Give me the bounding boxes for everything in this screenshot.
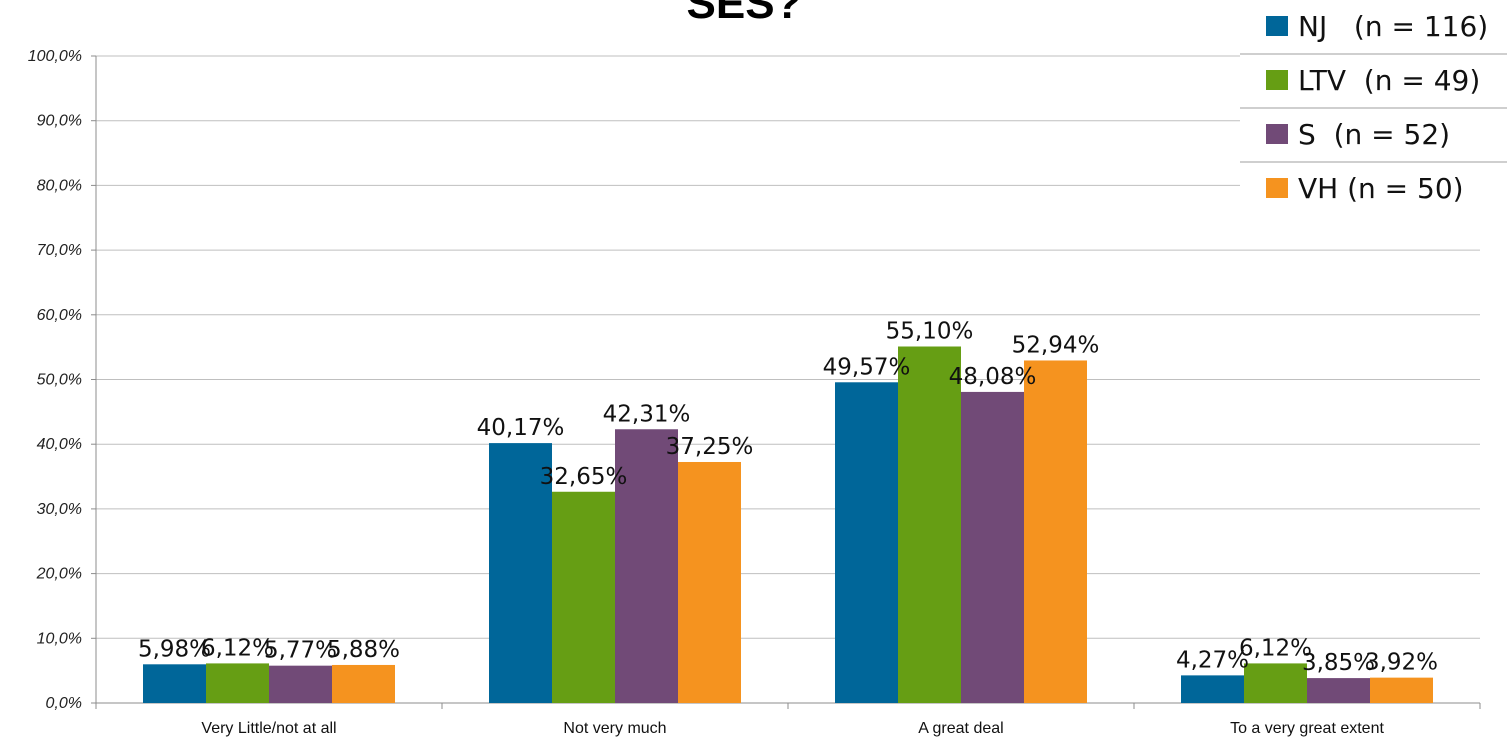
- x-tick-label: A great deal: [918, 720, 1003, 737]
- axes: 0,0% 10,0% 20,0% 30,0% 40,0% 50,0% 60,0% 70,0% 8…: [28, 48, 1481, 737]
- y-tick-label: 0,0%: [46, 695, 82, 712]
- data-label: 52,94%: [1012, 332, 1100, 358]
- y-tick-label: 20,0%: [36, 566, 82, 583]
- x-tick-label: To a very great extent: [1230, 720, 1384, 737]
- data-label: 49,57%: [823, 354, 911, 380]
- y-tick-label: 40,0%: [37, 436, 82, 453]
- bar: [898, 346, 961, 703]
- legend-swatch: [1266, 178, 1288, 198]
- legend: NJ (n = 116) LTV (n = 49) S (n = 52) VH (n …: [1240, 0, 1507, 236]
- data-label: 6,12%: [201, 635, 274, 661]
- data-label: 40,17%: [477, 415, 565, 441]
- data-label: 48,08%: [949, 364, 1037, 390]
- bar: [835, 382, 898, 703]
- legend-swatch: [1266, 70, 1288, 90]
- y-tick-label: 90,0%: [37, 113, 82, 130]
- legend-label: NJ (n = 116): [1298, 10, 1488, 43]
- data-label: 6,12%: [1239, 635, 1312, 661]
- legend-label: S (n = 52): [1298, 118, 1450, 151]
- data-labels: 5,98%40,17%49,57%4,27%6,12%32,65%55,10%6…: [138, 319, 1438, 677]
- data-label: 4,27%: [1176, 647, 1249, 673]
- bar: [1024, 360, 1087, 703]
- bar: [269, 665, 332, 703]
- data-label: 5,88%: [327, 637, 400, 663]
- bar: [615, 429, 678, 703]
- y-tick-label: 10,0%: [37, 630, 82, 647]
- y-tick-label: 80,0%: [37, 177, 82, 194]
- data-label: 32,65%: [540, 464, 628, 490]
- legend-swatch: [1266, 124, 1288, 144]
- data-label: 5,77%: [264, 638, 337, 664]
- legend-label: LTV (n = 49): [1298, 64, 1480, 97]
- bar: [332, 664, 395, 703]
- data-label: 42,31%: [603, 401, 691, 427]
- data-label: 37,25%: [666, 434, 754, 460]
- bar: [1307, 678, 1370, 703]
- legend-label: VH (n = 50): [1298, 172, 1464, 205]
- data-label: 3,85%: [1302, 650, 1375, 676]
- chart-title: SES?: [687, 0, 802, 28]
- y-tick-label: 50,0%: [37, 372, 82, 389]
- bars: [143, 346, 1433, 703]
- y-tick-label: 70,0%: [37, 242, 82, 259]
- y-tick-label: 100,0%: [28, 48, 82, 65]
- bar: [206, 663, 269, 703]
- bar: [552, 491, 615, 703]
- y-tick-label: 30,0%: [37, 501, 82, 518]
- y-tick-label: 60,0%: [37, 307, 82, 324]
- bar: [143, 664, 206, 703]
- data-label: 55,10%: [886, 319, 974, 345]
- data-label: 5,98%: [138, 636, 211, 662]
- data-label: 3,92%: [1365, 650, 1438, 676]
- bar: [1370, 677, 1433, 703]
- bar: [1181, 675, 1244, 703]
- bar: [961, 391, 1024, 703]
- bar: [678, 461, 741, 703]
- x-tick-label: Not very much: [563, 720, 666, 737]
- legend-swatch: [1266, 16, 1288, 36]
- x-tick-label: Very Little/not at all: [201, 720, 336, 737]
- bar: [1244, 663, 1307, 703]
- bar: [489, 443, 552, 703]
